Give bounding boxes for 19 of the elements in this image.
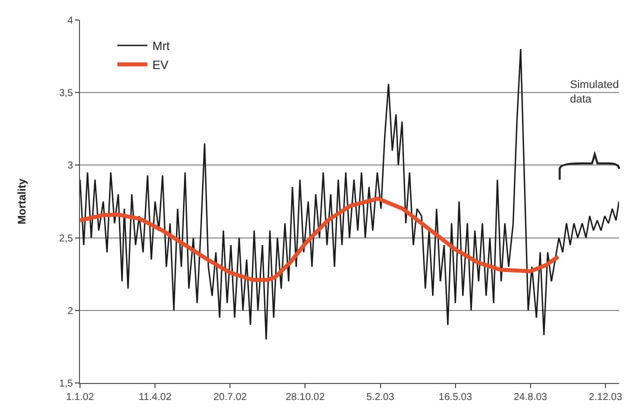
- x-tick-label: 16.5.03: [438, 392, 472, 403]
- x-tick-label: 1.1.02: [66, 392, 94, 403]
- y-tick-label: 4: [67, 16, 74, 26]
- y-tick-label: 1,5: [59, 378, 74, 390]
- x-tick-label: 28.10.02: [286, 392, 326, 403]
- x-tick-label: 5.2.03: [366, 392, 395, 403]
- line-series: [80, 196, 560, 282]
- x-tick-label: 2.12.03: [588, 392, 623, 403]
- legend-label: EV: [152, 58, 168, 72]
- x-tick-label: 20.7.02: [213, 392, 248, 403]
- y-tick-label: 2,5: [59, 233, 74, 244]
- y-tick-label: 3,5: [59, 88, 74, 100]
- legend-label: Mrt: [152, 39, 170, 54]
- y-tick-label: 3: [67, 160, 74, 172]
- x-tick-label: 24.8.03: [514, 392, 548, 403]
- y-tick-label: 2: [67, 306, 74, 317]
- x-tick-label: 11.4.02: [138, 392, 172, 403]
- annotation: Simulated data: [570, 79, 619, 106]
- y-axis-title: Mortality: [16, 178, 29, 224]
